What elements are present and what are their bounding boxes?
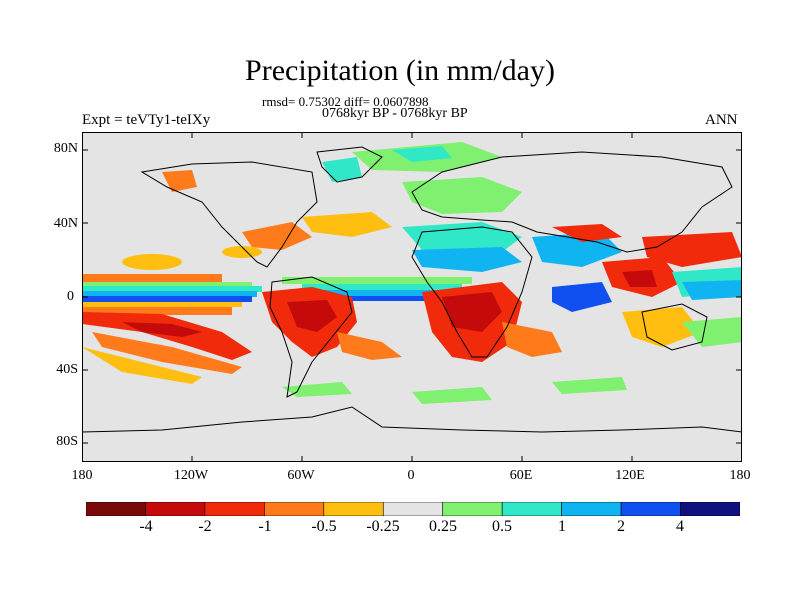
southern-ocean-green-1 xyxy=(282,382,352,397)
colorbar-swatch-6 xyxy=(442,502,503,516)
coast-greenland xyxy=(316,146,383,183)
east-us-orange xyxy=(242,222,312,250)
coastlines xyxy=(82,146,742,433)
colorbar-label-neg2: -2 xyxy=(198,518,212,535)
africa-darkred-core xyxy=(442,292,502,332)
lon-tick-120e: 120E xyxy=(615,468,645,483)
south-america-darkred-core xyxy=(287,300,337,332)
greenland-cyan xyxy=(322,157,362,182)
southern-ocean-green-2 xyxy=(412,387,492,404)
colorbar-label-025: 0.25 xyxy=(429,518,457,535)
coast-south-america xyxy=(269,276,353,398)
pacific-band-green xyxy=(82,282,252,287)
colorbar-swatch-10 xyxy=(680,502,740,516)
south-pacific-yellow-tail xyxy=(82,347,202,384)
stats-text: rmsd= 0.75302 diff= 0.0607898 xyxy=(262,94,429,109)
pacific-band-blue xyxy=(82,291,257,297)
coast-eurasia xyxy=(411,151,733,253)
southern-ocean-green-3 xyxy=(552,377,627,394)
north-atlantic-yellow xyxy=(302,212,392,237)
coast-africa xyxy=(411,226,533,358)
season-label: ANN xyxy=(705,112,738,128)
lon-tick-180w: 180 xyxy=(71,468,93,483)
coast-north-america xyxy=(140,161,318,268)
indian-ocean-darkblue xyxy=(552,282,612,312)
lon-tick-60e: 60E xyxy=(509,468,533,483)
lon-tick-0: 0 xyxy=(407,468,415,483)
colorbar-label-2: 2 xyxy=(617,518,625,535)
experiment-label: Expt = teVTy1-teIXy xyxy=(82,112,211,128)
atlantic-band-cyan xyxy=(302,284,462,290)
colorbar-label-05: 0.5 xyxy=(492,518,512,535)
colorbar-swatch-7 xyxy=(501,502,562,516)
north-pacific-orange-patch xyxy=(122,254,182,270)
south-pacific-red-plume xyxy=(82,312,252,360)
colorbar-swatch-4 xyxy=(323,502,384,516)
colorbar-swatch-8 xyxy=(561,502,622,516)
atlantic-band-blue xyxy=(312,290,452,296)
lat-tick-80s: 80S xyxy=(56,434,78,449)
lat-tick-80n: 80N xyxy=(53,141,78,156)
alaska-orange xyxy=(162,170,197,192)
tick-marks xyxy=(82,132,742,462)
south-atlantic-orange xyxy=(337,332,402,360)
colorbar-label-4: 4 xyxy=(676,518,684,535)
maritime-darkred xyxy=(622,270,657,287)
precip-anomaly-layer xyxy=(82,142,742,404)
colorbar-label-neg4: -4 xyxy=(139,518,153,535)
pacific-band-yellow xyxy=(82,302,242,307)
coast-australia xyxy=(641,303,708,351)
west-pacific-blue xyxy=(682,280,742,300)
sahel-blue xyxy=(412,247,522,272)
lon-tick-120w: 120W xyxy=(173,468,209,483)
colorbar xyxy=(86,502,740,516)
colorbar-label-neg05: -0.5 xyxy=(311,518,337,535)
colorbar-label-1: 1 xyxy=(558,518,566,535)
coast-antarctica xyxy=(82,406,742,433)
colorbar-swatch-9 xyxy=(620,502,681,516)
south-pacific-orange-tail xyxy=(92,332,242,374)
lat-tick-40s: 40S xyxy=(56,362,78,377)
south-pacific-darkred-core xyxy=(122,322,202,337)
india-red xyxy=(552,224,622,242)
map-title: Precipitation (in mm/day) xyxy=(245,54,555,87)
ne-pacific-yellow-patch xyxy=(222,246,262,258)
colorbar-label-neg025: -0.25 xyxy=(366,518,400,535)
south-indian-orange xyxy=(502,322,562,357)
arabian-blue xyxy=(532,232,622,267)
pacific-band-darkblue xyxy=(82,296,252,302)
colorbar-swatch-3 xyxy=(264,502,325,516)
precipitation-map xyxy=(82,132,742,462)
period-text: 0768kyr BP - 0768kyr BP xyxy=(322,106,468,121)
colorbar-swatch-2 xyxy=(204,502,265,516)
atlantic-band-darkblue xyxy=(322,296,452,301)
lat-tick-0: 0 xyxy=(67,289,74,304)
lon-tick-60w: 60W xyxy=(287,468,315,483)
europe-green xyxy=(402,177,522,214)
colorbar-swatch-5 xyxy=(382,502,444,516)
atlantic-band-green xyxy=(282,277,472,284)
pacific-band-orange-n xyxy=(82,274,222,284)
lat-tick-40n: 40N xyxy=(53,216,78,231)
colorbar-swatch-0 xyxy=(86,502,146,516)
australia-yellow xyxy=(622,307,702,347)
sw-pacific-green xyxy=(682,317,742,347)
colorbar-label-neg1: -1 xyxy=(258,518,272,535)
north-africa-cyan xyxy=(402,222,522,252)
pacific-band-orange-s xyxy=(82,307,232,315)
colorbar-swatch-1 xyxy=(145,502,206,516)
pacific-band-cyan xyxy=(82,286,262,292)
lon-tick-180e: 180 xyxy=(729,468,751,483)
arctic-cyan xyxy=(392,146,452,162)
